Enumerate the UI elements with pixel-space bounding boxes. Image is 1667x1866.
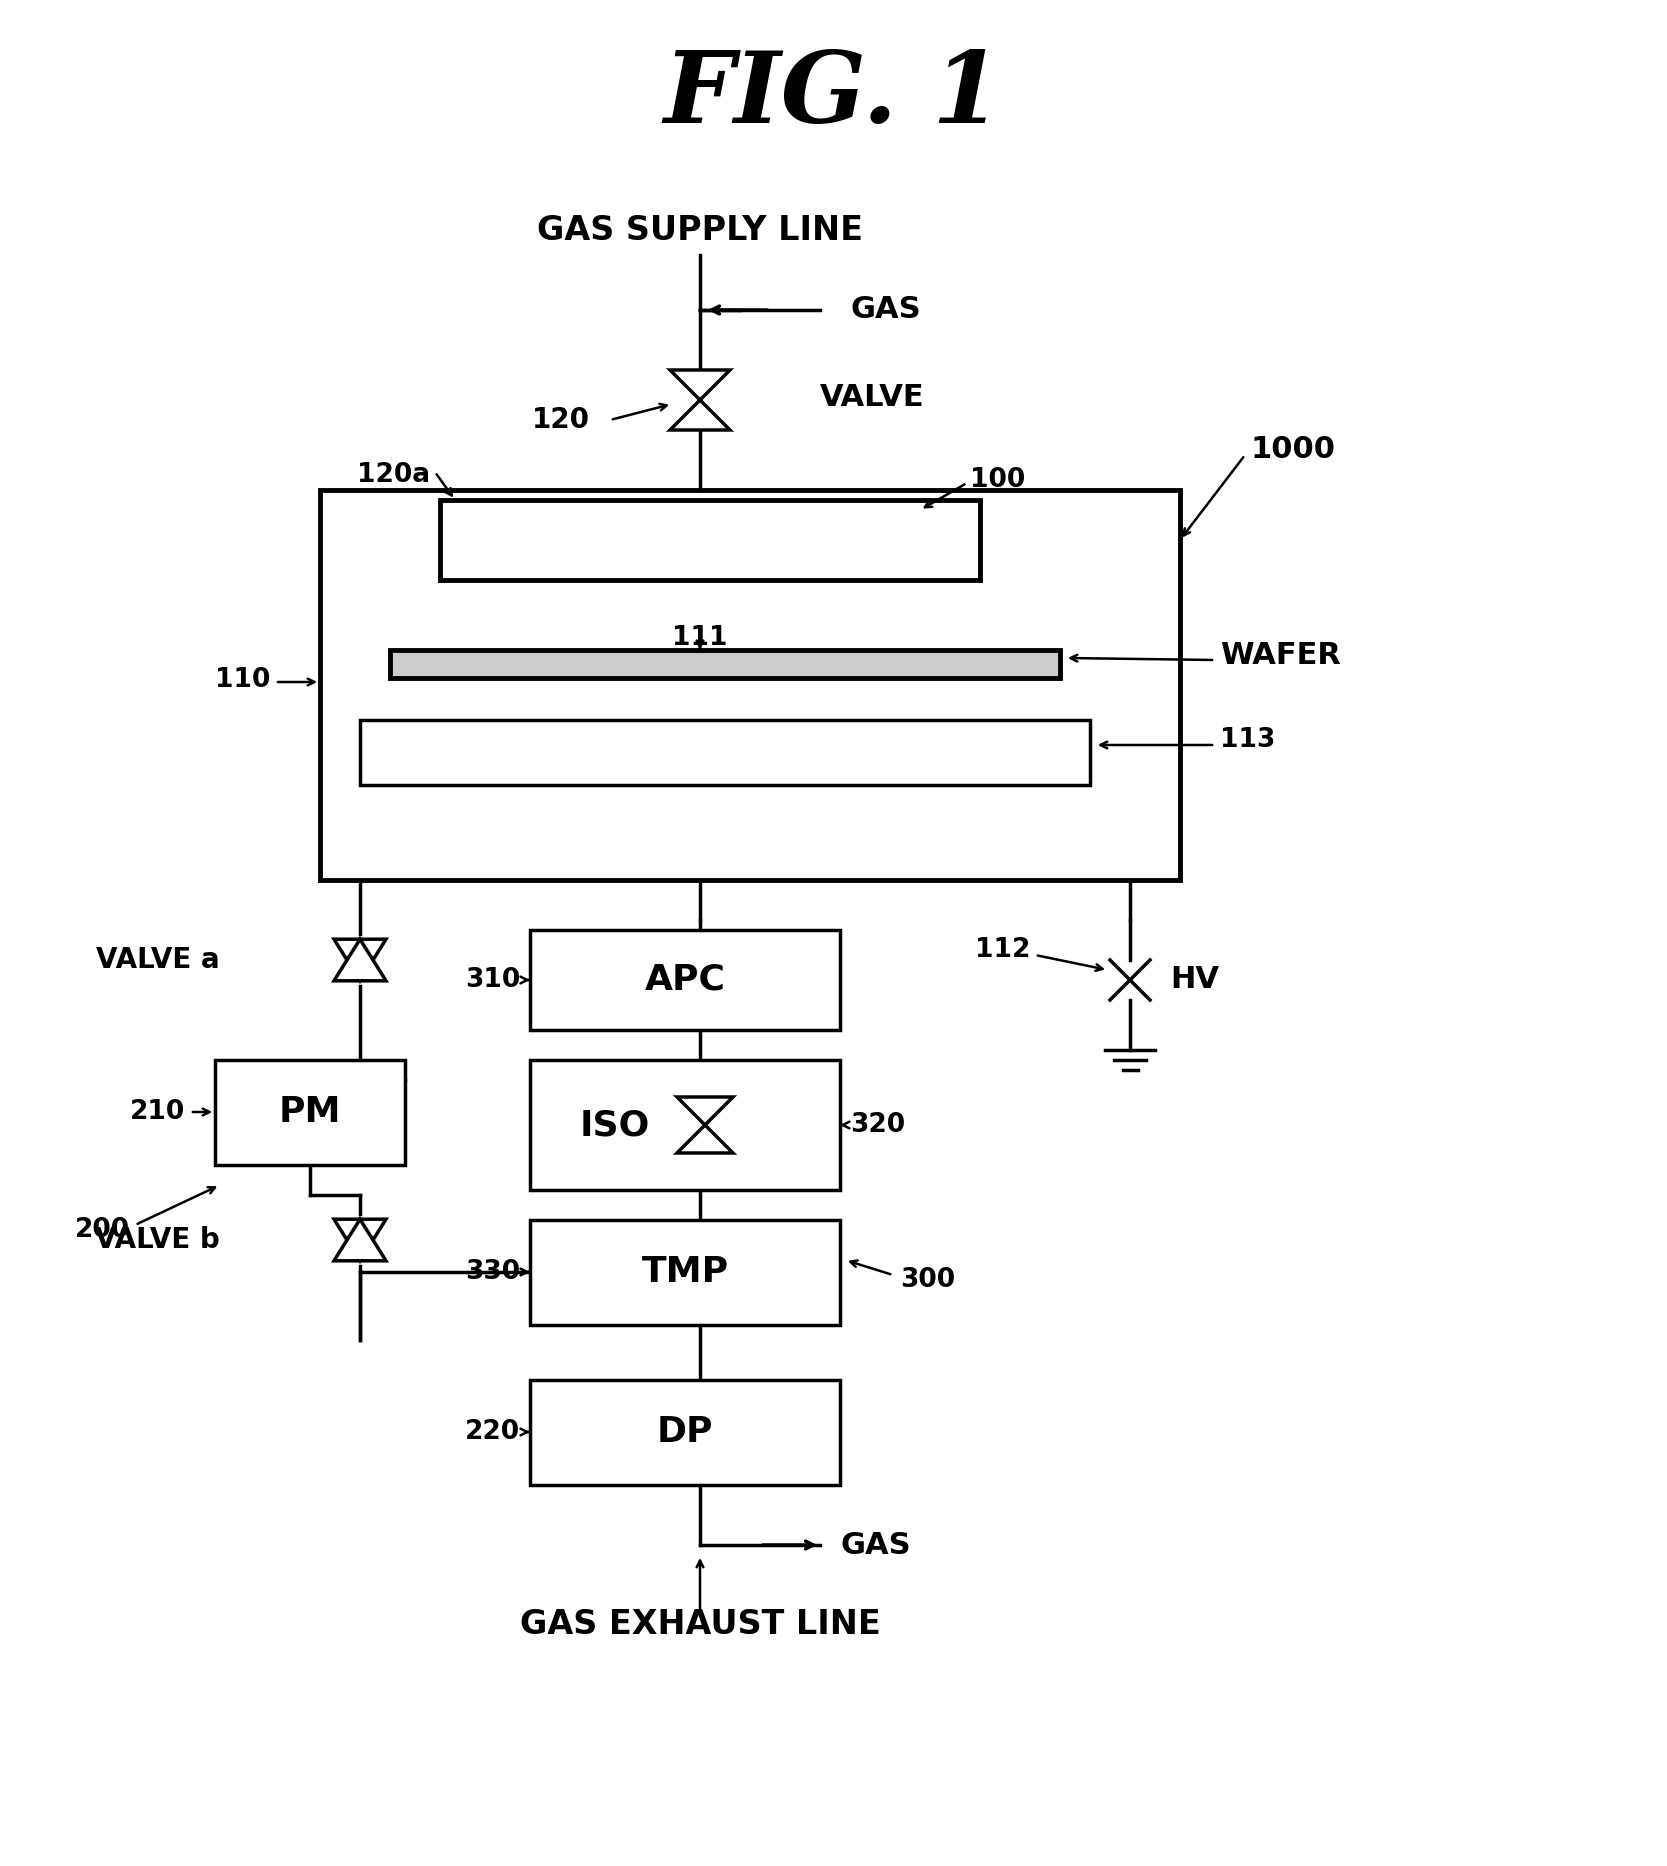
Bar bbox=[530, 1381, 840, 1485]
Text: 110: 110 bbox=[215, 666, 270, 692]
Bar bbox=[320, 491, 1180, 881]
Text: VALVE: VALVE bbox=[820, 384, 925, 412]
Bar bbox=[530, 1220, 840, 1325]
Text: 300: 300 bbox=[900, 1267, 955, 1293]
Polygon shape bbox=[677, 1097, 733, 1125]
Text: PM: PM bbox=[278, 1095, 342, 1129]
Text: 111: 111 bbox=[672, 625, 728, 651]
Text: GAS EXHAUST LINE: GAS EXHAUST LINE bbox=[520, 1608, 880, 1642]
Text: VALVE a: VALVE a bbox=[97, 946, 220, 974]
Text: GAS: GAS bbox=[840, 1530, 910, 1560]
Polygon shape bbox=[333, 1218, 387, 1261]
Text: 113: 113 bbox=[1220, 728, 1275, 754]
Bar bbox=[390, 649, 1060, 677]
Text: 210: 210 bbox=[130, 1099, 185, 1125]
Polygon shape bbox=[333, 939, 387, 982]
Text: GAS: GAS bbox=[850, 295, 920, 325]
Text: APC: APC bbox=[645, 963, 725, 996]
Polygon shape bbox=[670, 369, 730, 399]
Polygon shape bbox=[677, 1125, 733, 1153]
Text: ISO: ISO bbox=[580, 1108, 650, 1142]
Text: 320: 320 bbox=[850, 1112, 905, 1138]
Text: 120a: 120a bbox=[357, 463, 430, 489]
Text: 100: 100 bbox=[970, 466, 1025, 493]
Text: 330: 330 bbox=[465, 1260, 520, 1286]
Text: FIG. 1: FIG. 1 bbox=[663, 47, 1002, 144]
Bar bbox=[530, 1060, 840, 1191]
Polygon shape bbox=[333, 1218, 387, 1261]
Text: 1000: 1000 bbox=[1250, 435, 1335, 465]
Text: GAS SUPPLY LINE: GAS SUPPLY LINE bbox=[537, 213, 864, 246]
Bar bbox=[440, 500, 980, 580]
Bar bbox=[530, 929, 840, 1030]
Text: 120: 120 bbox=[532, 407, 590, 435]
Polygon shape bbox=[670, 399, 730, 429]
Text: TMP: TMP bbox=[642, 1256, 728, 1289]
Text: 310: 310 bbox=[465, 967, 520, 993]
Text: VALVE b: VALVE b bbox=[95, 1226, 220, 1254]
Bar bbox=[215, 1060, 405, 1164]
Text: 112: 112 bbox=[975, 937, 1030, 963]
Text: DP: DP bbox=[657, 1414, 713, 1450]
Text: HV: HV bbox=[1170, 965, 1219, 995]
Polygon shape bbox=[333, 939, 387, 982]
Text: WAFER: WAFER bbox=[1220, 640, 1340, 670]
Bar bbox=[360, 720, 1090, 786]
Text: 200: 200 bbox=[75, 1217, 130, 1243]
Text: 220: 220 bbox=[465, 1418, 520, 1444]
